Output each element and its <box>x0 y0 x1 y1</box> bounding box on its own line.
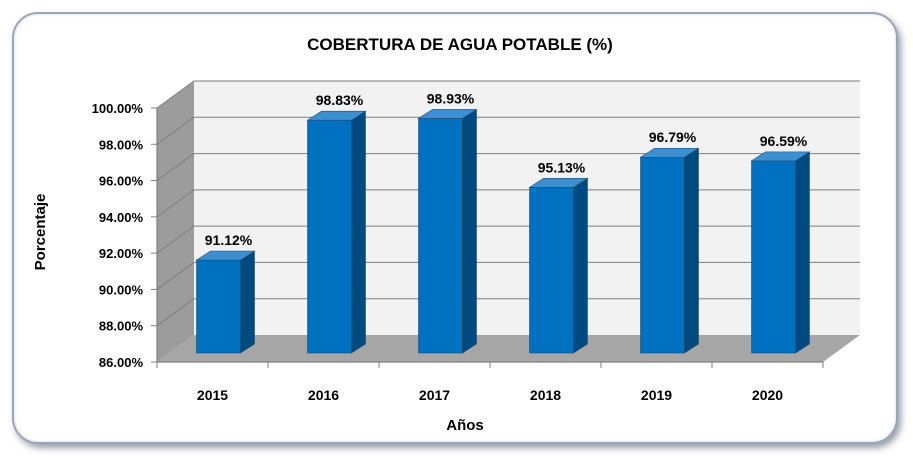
bar-front <box>751 160 796 354</box>
bar-2017 <box>417 108 478 354</box>
y-tick-label: 86.00% <box>99 355 144 370</box>
bar-top <box>306 110 367 121</box>
bar-side <box>684 147 699 354</box>
y-tick-label: 94.00% <box>99 210 144 225</box>
bar-front <box>418 118 463 354</box>
y-tick-label: 88.00% <box>99 319 144 334</box>
data-label: 96.59% <box>760 133 808 149</box>
gridline <box>156 153 860 181</box>
data-label: 98.83% <box>316 92 364 108</box>
gridline <box>156 80 860 109</box>
x-tick-labels: 2015 2016 2017 2018 2019 2020 <box>197 387 783 403</box>
x-tick-label: 2016 <box>308 387 339 403</box>
data-label: 95.13% <box>538 159 586 175</box>
y-tick-label: 90.00% <box>99 282 144 297</box>
axes <box>151 107 824 368</box>
bar-side <box>240 250 255 354</box>
x-tick-label: 2019 <box>641 387 672 403</box>
y-tick-label: 92.00% <box>99 246 144 261</box>
bar-2016 <box>306 110 367 354</box>
bar-top <box>528 178 589 188</box>
bar-2020 <box>750 151 811 354</box>
gridline <box>156 261 860 290</box>
gridline <box>156 225 860 254</box>
bar-front <box>196 259 241 354</box>
bar-front <box>529 187 574 354</box>
gridline <box>156 298 860 327</box>
bar-top <box>417 109 478 119</box>
bars <box>195 108 811 354</box>
left-wall <box>157 81 194 362</box>
bar-side <box>795 151 810 354</box>
y-tick-labels: 86.00% 88.00% 90.00% 92.00% 94.00% 96.00% 98.0… <box>92 101 144 370</box>
y-axis-label: Porcentaje <box>32 194 49 271</box>
bar-front <box>307 119 352 354</box>
chart-title: COBERTURA DE AGUA POTABLE (%) <box>307 35 613 54</box>
x-tick-label: 2015 <box>197 387 228 403</box>
bar-top <box>195 250 256 261</box>
bar-front <box>640 156 685 354</box>
x-tick-label: 2018 <box>530 387 561 403</box>
gridline <box>156 116 860 145</box>
data-label: 98.93% <box>427 90 475 106</box>
data-label: 96.79% <box>649 129 697 145</box>
y-tick-label: 100.00% <box>92 101 144 116</box>
bar-2015 <box>195 250 256 354</box>
y-tick-label: 96.00% <box>99 174 144 189</box>
y-tick-label: 98.00% <box>99 137 144 152</box>
x-axis-label: Años <box>446 417 484 434</box>
x-tick-label: 2020 <box>752 387 783 403</box>
bar-top <box>750 151 811 162</box>
data-labels: 91.12% 98.83% 98.93% 95.13% 96.79% 96.59% <box>205 90 808 248</box>
bar-side <box>573 177 588 354</box>
gridline <box>156 189 860 218</box>
gridlines <box>156 80 860 327</box>
data-label: 91.12% <box>205 232 253 248</box>
bar-2018 <box>528 177 589 354</box>
bar-2019 <box>639 147 700 354</box>
bar-top <box>639 147 700 158</box>
bar-side <box>462 108 477 354</box>
x-tick-label: 2017 <box>419 387 450 403</box>
bar-side <box>351 110 366 354</box>
